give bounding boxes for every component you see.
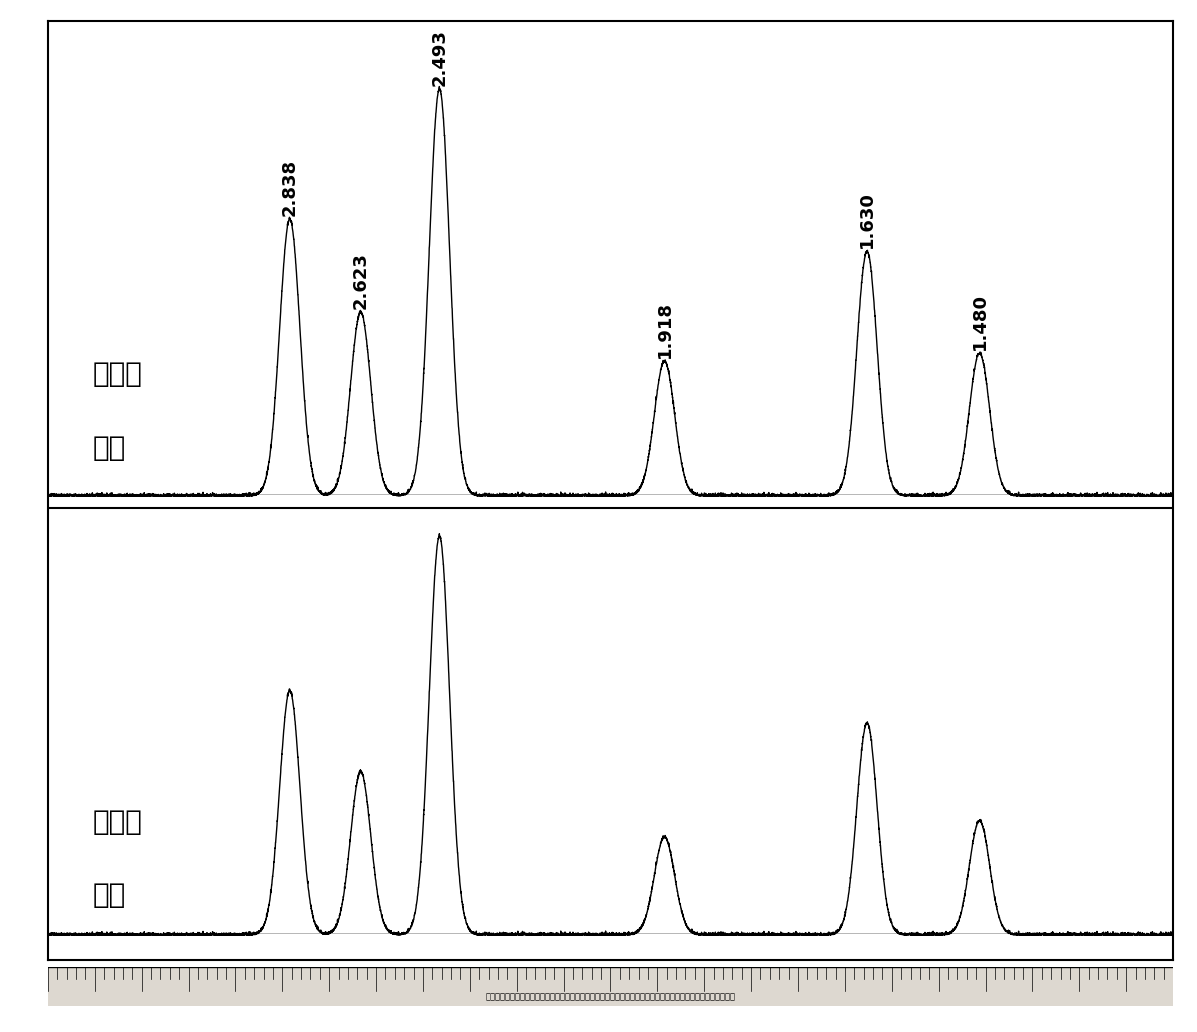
Text: 粉末: 粉末: [93, 880, 126, 909]
Text: 2.838: 2.838: [281, 159, 299, 216]
Text: 2.623: 2.623: [352, 253, 370, 310]
Text: 固体: 固体: [93, 433, 126, 461]
Text: 热压后: 热压后: [93, 360, 142, 388]
Text: 尺乙尺旦乙义口尺尺旦兀从丰丰不从保乐旦旦弓宇テヨ宇手乙宇子乙罗宇尺从汉汉尺尺果果果目凸凸回三区区四纪: 尺乙尺旦乙义口尺尺旦兀从丰丰不从保乐旦旦弓宇テヨ宇手乙宇子乙罗宇尺从汉汉尺尺果果…: [486, 992, 735, 1001]
Text: 2.493: 2.493: [431, 29, 449, 86]
Text: 热压前: 热压前: [93, 807, 142, 836]
Text: 1.630: 1.630: [858, 191, 876, 249]
Text: 1.918: 1.918: [656, 301, 674, 358]
Text: 1.480: 1.480: [971, 293, 989, 350]
